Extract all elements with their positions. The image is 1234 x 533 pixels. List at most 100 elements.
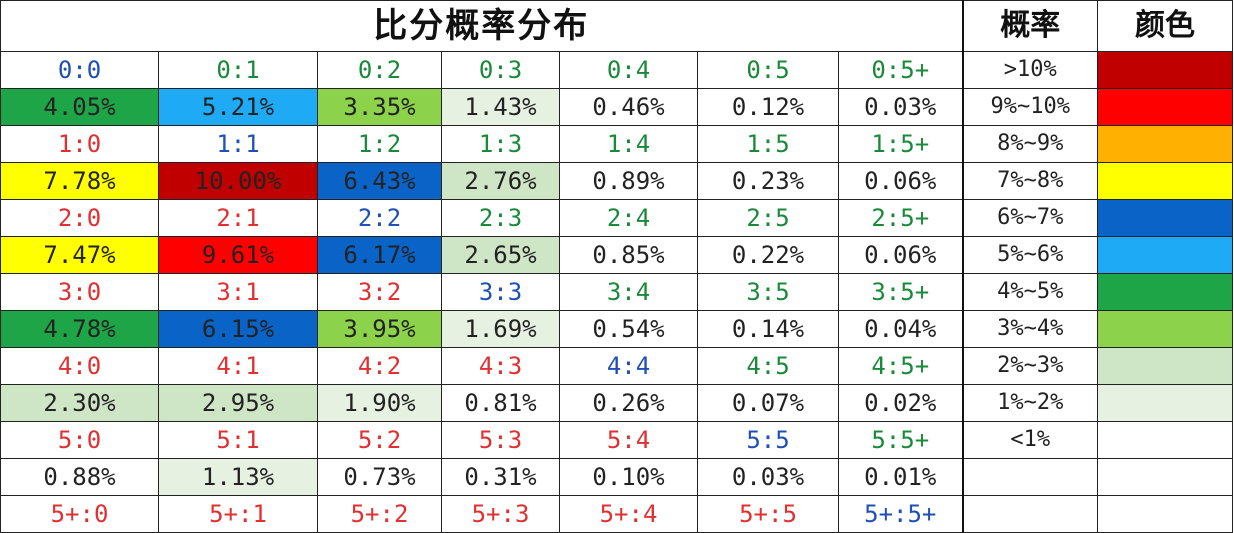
score-label: 0:1: [158, 51, 318, 89]
probability-cell: 0.07%: [697, 384, 839, 422]
score-label: 0:0: [0, 51, 159, 89]
probability-cell: 0.73%: [317, 458, 442, 496]
legend-empty-swatch: [1097, 495, 1233, 533]
probability-cell: 0.23%: [697, 162, 839, 200]
score-label: 1:3: [441, 125, 560, 163]
probability-cell: 0.85%: [559, 236, 698, 274]
probability-cell: 0.02%: [838, 384, 963, 422]
score-label: 5:2: [317, 421, 442, 459]
probability-cell: 0.54%: [559, 310, 698, 348]
probability-row: 7.47% 9.61% 6.17% 2.65% 0.85% 0.22% 0.06% 5%~6%: [0, 236, 1233, 274]
legend-label: 3%~4%: [961, 310, 1098, 348]
legend-swatch: [1097, 88, 1233, 126]
probability-cell: 2.95%: [158, 384, 318, 422]
score-label: 2:5+: [838, 199, 963, 237]
legend-swatch: [1097, 236, 1233, 274]
score-label: 1:1: [158, 125, 318, 163]
score-label: 2:4: [559, 199, 698, 237]
probability-cell: 0.12%: [697, 88, 839, 126]
legend-label: >10%: [961, 51, 1098, 89]
score-label: 2:1: [158, 199, 318, 237]
probability-cell: 2.65%: [441, 236, 560, 274]
score-label: 3:5: [697, 273, 839, 311]
score-label: 2:3: [441, 199, 560, 237]
probability-row: 4.05% 5.21% 3.35% 1.43% 0.46% 0.12% 0.03% 9%~10…: [0, 88, 1233, 126]
score-label: 3:5+: [838, 273, 963, 311]
score-label: 5:5+: [838, 421, 963, 459]
probability-row: 2.30% 2.95% 1.90% 0.81% 0.26% 0.07% 0.02% 1%~2%: [0, 384, 1233, 422]
probability-cell: 9.61%: [158, 236, 318, 274]
score-label: 5:0: [0, 421, 159, 459]
probability-cell: 6.43%: [317, 162, 442, 200]
probability-cell: 0.03%: [838, 88, 963, 126]
legend-label: <1%: [961, 421, 1098, 459]
score-label: 4:5+: [838, 347, 963, 385]
legend-label: 2%~3%: [961, 347, 1098, 385]
legend-swatch: [1097, 384, 1233, 422]
score-label: 4:5: [697, 347, 839, 385]
probability-cell: 1.13%: [158, 458, 318, 496]
score-row: 5:0 5:1 5:2 5:3 5:4 5:5 5:5+ <1%: [0, 421, 1233, 459]
score-label: 5+:4: [559, 495, 698, 533]
score-label: 5+:1: [158, 495, 318, 533]
legend-label: 4%~5%: [961, 273, 1098, 311]
probability-row: 0.88% 1.13% 0.73% 0.31% 0.10% 0.03% 0.01%: [0, 458, 1233, 496]
score-row: 1:0 1:1 1:2 1:3 1:4 1:5 1:5+ 8%~9%: [0, 125, 1233, 163]
probability-cell: 2.30%: [0, 384, 159, 422]
legend-prob-header: 概率: [961, 0, 1098, 52]
score-label: 5:4: [559, 421, 698, 459]
legend-empty-swatch: [1097, 458, 1233, 496]
probability-cell: 1.43%: [441, 88, 560, 126]
legend-empty-cell: [961, 458, 1098, 496]
probability-cell: 0.81%: [441, 384, 560, 422]
probability-cell: 0.89%: [559, 162, 698, 200]
legend-label: 5%~6%: [961, 236, 1098, 274]
score-label: 2:0: [0, 199, 159, 237]
score-label: 1:4: [559, 125, 698, 163]
probability-cell: 6.15%: [158, 310, 318, 348]
legend-swatch: [1097, 421, 1233, 459]
probability-cell: 0.26%: [559, 384, 698, 422]
probability-cell: 1.90%: [317, 384, 442, 422]
score-label: 5:3: [441, 421, 560, 459]
probability-cell: 0.01%: [838, 458, 963, 496]
score-row: 4:0 4:1 4:2 4:3 4:4 4:5 4:5+ 2%~3%: [0, 347, 1233, 385]
legend-label: 9%~10%: [961, 88, 1098, 126]
score-label: 0:3: [441, 51, 560, 89]
legend-swatch: [1097, 125, 1233, 163]
probability-cell: 0.06%: [838, 162, 963, 200]
probability-cell: 0.31%: [441, 458, 560, 496]
legend-label: 6%~7%: [961, 199, 1098, 237]
probability-cell: 0.10%: [559, 458, 698, 496]
score-row: 5+:0 5+:1 5+:2 5+:3 5+:4 5+:5 5+:5+: [0, 495, 1233, 533]
probability-cell: 10.00%: [158, 162, 318, 200]
legend-swatch: [1097, 199, 1233, 237]
score-label: 1:2: [317, 125, 442, 163]
probability-cell: 3.35%: [317, 88, 442, 126]
score-label: 4:3: [441, 347, 560, 385]
score-label: 5+:2: [317, 495, 442, 533]
score-label: 3:0: [0, 273, 159, 311]
legend-color-header: 颜色: [1097, 0, 1233, 52]
score-label: 0:4: [559, 51, 698, 89]
score-label: 4:0: [0, 347, 159, 385]
score-label: 2:5: [697, 199, 839, 237]
score-label: 3:2: [317, 273, 442, 311]
legend-swatch: [1097, 51, 1233, 89]
score-label: 0:2: [317, 51, 442, 89]
score-row: 0:0 0:1 0:2 0:3 0:4 0:5 0:5+ >10%: [0, 51, 1233, 89]
score-label: 0:5: [697, 51, 839, 89]
probability-cell: 6.17%: [317, 236, 442, 274]
legend-label: 7%~8%: [961, 162, 1098, 200]
score-label: 1:5: [697, 125, 839, 163]
probability-cell: 4.05%: [0, 88, 159, 126]
legend-empty-cell: [961, 495, 1098, 533]
score-label: 0:5+: [838, 51, 963, 89]
score-label: 5:5: [697, 421, 839, 459]
legend-swatch: [1097, 310, 1233, 348]
score-label: 5+:5+: [838, 495, 963, 533]
score-label: 1:0: [0, 125, 159, 163]
score-label: 3:1: [158, 273, 318, 311]
probability-cell: 1.69%: [441, 310, 560, 348]
